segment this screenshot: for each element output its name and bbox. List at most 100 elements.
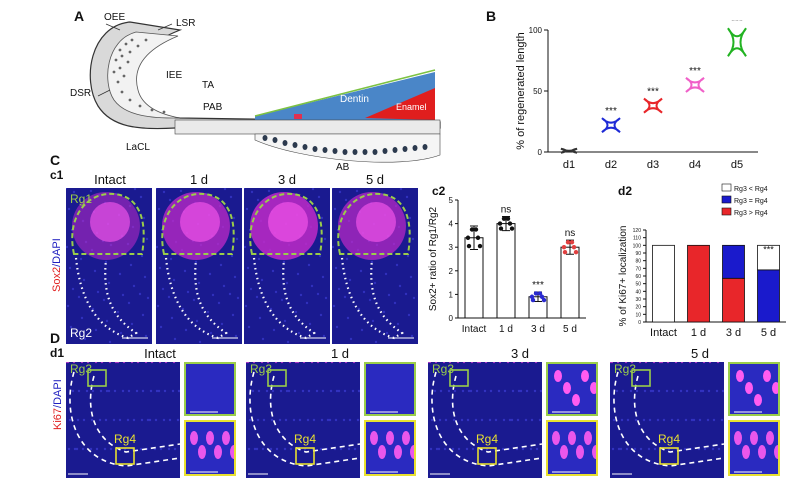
c1-micrograph-1 (156, 188, 242, 344)
chart-c2-point (569, 240, 575, 245)
d1-inset-rg4 (728, 420, 780, 476)
c1-title-intact: Intact (94, 172, 126, 187)
chart-d2-significance: *** (693, 244, 704, 254)
chart-b-xtick: d2 (605, 159, 617, 171)
region-label-rg4: Rg4 (476, 432, 499, 446)
panel-label-d1: d1 (50, 346, 65, 360)
panel-label-d2: d2 (618, 184, 633, 198)
d1-inset-rg4 (364, 420, 416, 476)
chart-b-significance: *** (647, 87, 659, 98)
label-enamel: Enamel (396, 102, 427, 112)
d1-inset-rg3-drawing (190, 411, 218, 413)
d1-title-3d: 3 d (510, 346, 530, 361)
chart-b-regenerated-length: 0 50 100% of regenerated length d1 d2 *** d3 **… (515, 20, 758, 171)
chart-d2-xtick: 3 d (726, 327, 741, 339)
chart-b-violin-d5 (727, 27, 747, 57)
chart-c2-ytick: 3 (449, 243, 454, 252)
chart-c2-point (530, 297, 536, 303)
chart-c2-point (573, 249, 579, 255)
region-label-rg3: Rg3 (250, 362, 273, 376)
d1-micrograph-1 (246, 362, 360, 478)
chart-b-xtick: d1 (563, 159, 575, 171)
chart-d2-ytick: 10 (635, 312, 641, 318)
region-label-rg3: Rg3 (614, 362, 637, 376)
chart-b-ytick: 0 (538, 148, 543, 157)
chart-c2-point (498, 226, 504, 231)
chart-c2-point (465, 235, 471, 240)
chart-d2-legend-swatch (721, 207, 732, 216)
chart-c2-point (509, 226, 515, 231)
region-label-rg2: Rg2 (70, 326, 93, 340)
chart-b-xtick: d4 (689, 159, 701, 171)
chart-c2-point (473, 227, 479, 232)
d1-inset-rg3-drawing (552, 370, 596, 413)
chart-b-significance: *** (605, 106, 617, 117)
d1-title-intact: Intact (144, 346, 176, 361)
d1-inset-rg3-drawing (370, 411, 398, 413)
d1-micrograph-0 (66, 362, 180, 478)
d1-inset-rg4 (184, 420, 236, 476)
chart-d2-ytick: 100 (633, 243, 642, 249)
d1-inset-rg3 (184, 362, 236, 416)
chart-b-ytick: 50 (533, 87, 542, 96)
label-iee: IEE (166, 70, 183, 81)
chart-d2-legend-label: Rg3 = Rg4 (734, 198, 768, 205)
chart-c2-point (469, 227, 475, 232)
d1-title-1d: 1 d (330, 346, 350, 361)
chart-c2-significance: ns (565, 228, 576, 239)
chart-d2-legend-swatch (721, 183, 732, 192)
chart-b-violin-d4 (685, 77, 705, 93)
chart-d2-significance: *** (763, 244, 774, 254)
label-dentin: Dentin (340, 94, 369, 105)
c1-title-3d: 3 d (277, 172, 297, 187)
enamel-region (365, 88, 435, 120)
chart-b-violin-d1 (560, 147, 578, 154)
chart-c2-ytick: 4 (449, 220, 454, 229)
chart-c2-bar-5 d (560, 246, 580, 319)
d1-inset-rg3-drawing (734, 370, 778, 413)
chart-c2-point (565, 240, 571, 245)
chart-d2-bar-segment (722, 244, 745, 279)
label-ab: AB (336, 162, 350, 173)
chart-b-significance: *** (731, 20, 743, 27)
chart-c2-point (505, 216, 511, 221)
chart-b-violin-d3 (643, 97, 663, 114)
chart-c2-point (537, 291, 543, 296)
c1-micrograph-drawing (156, 188, 242, 344)
label-lsr: LSR (176, 18, 196, 29)
chart-b-violin-d2 (601, 117, 621, 134)
chart-d2-ytick: 110 (633, 236, 641, 242)
chart-c2-point (541, 297, 547, 303)
c1-title-5d: 5 d (365, 172, 385, 187)
chart-c2-point (475, 235, 481, 240)
label-pab: PAB (203, 102, 223, 113)
chart-d2-bar-segment (722, 277, 745, 323)
d1-inset-rg3 (364, 362, 416, 416)
d1-micrograph-3 (610, 362, 724, 478)
chart-d2-ytick: 30 (635, 297, 641, 303)
tooth-schematic (89, 21, 441, 163)
chart-c2-point (507, 221, 513, 226)
chart-d2-bar-segment (687, 244, 710, 323)
chart-c2-sox2-ratio: 0 1 2 3 4 5 Sox2+ ratio of Rg1/Rg2 Intact 1 d ns 3… (428, 196, 586, 335)
chart-c2-ytick: 2 (449, 267, 454, 276)
chart-c2-xtick: 3 d (531, 324, 545, 335)
chart-c2-point (477, 243, 483, 249)
panel-label-d: D (50, 330, 61, 346)
c1-micrograph-3 (332, 188, 418, 344)
d1-micrograph-2 (428, 362, 542, 478)
c1-micrograph-drawing (332, 188, 418, 344)
chart-c2-ytick: 5 (449, 196, 454, 205)
chart-b-ylabel: % of regenerated length (515, 32, 527, 149)
d1-micrograph-drawing (66, 362, 180, 478)
chart-d2-bar-segment (652, 244, 675, 323)
chart-c2-point (571, 245, 577, 250)
d1-inset-rg4-drawing (370, 431, 414, 473)
d1-stain-label: Ki67/DAPI (52, 379, 64, 430)
chart-d2-significance: *** (728, 244, 739, 254)
chart-d2-legend-label: Rg3 < Rg4 (734, 186, 768, 193)
chart-c2-ylabel: Sox2+ ratio of Rg1/Rg2 (428, 206, 439, 311)
chart-d2-xtick: 5 d (761, 327, 776, 339)
panel-label-c: C (50, 152, 61, 168)
